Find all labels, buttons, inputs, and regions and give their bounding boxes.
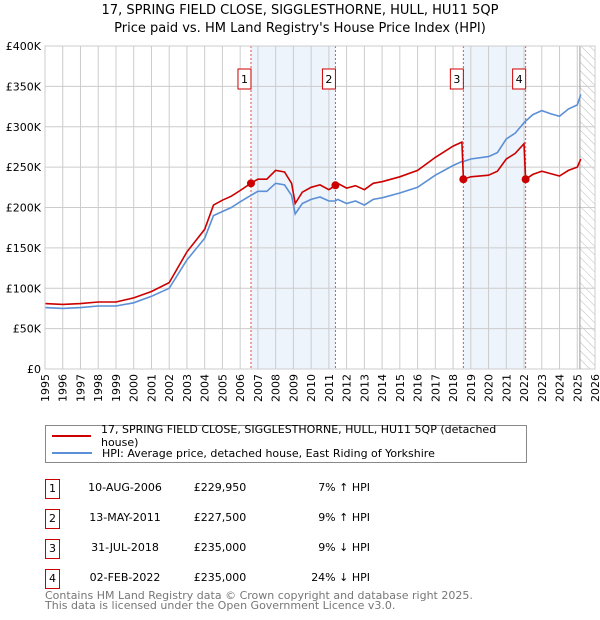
sale-label-box xyxy=(449,68,464,90)
legend-swatch-blue xyxy=(52,452,92,454)
footer-copyright: Contains HM Land Registry data © Crown c… xyxy=(45,589,473,602)
transaction-row: 1 10-AUG-2006 £229,950 7% ↑ HPI xyxy=(0,479,600,501)
sale-point xyxy=(459,175,468,184)
y-tick-label: £400K xyxy=(6,40,42,53)
transaction-hpi-diff: 9% ↑ HPI xyxy=(318,511,370,524)
y-tick-label: £300K xyxy=(6,121,42,134)
chart-subtitle: Price paid vs. HM Land Registry's House … xyxy=(114,21,486,36)
chart-title: 17, SPRING FIELD CLOSE, SIGGLESTHORNE, H… xyxy=(101,3,499,18)
x-tick-label: 2022 xyxy=(518,374,531,402)
transaction-number-badge: 1 xyxy=(45,479,60,499)
y-tick-label: £250K xyxy=(6,161,42,174)
x-tick-label: 2007 xyxy=(252,374,265,402)
legend-label-hpi: HPI: Average price, detached house, East… xyxy=(102,446,435,460)
x-tick-label: 2000 xyxy=(128,374,141,402)
x-tick-label: 2002 xyxy=(163,374,176,402)
x-tick-label: 2023 xyxy=(536,374,549,402)
x-tick-label: 1997 xyxy=(74,374,87,402)
x-tick-label: 2026 xyxy=(589,374,600,402)
x-tick-label: 2016 xyxy=(412,374,425,402)
transaction-price: £235,000 xyxy=(193,571,247,584)
y-tick-label: £50K xyxy=(13,323,42,336)
hpi-line xyxy=(44,94,582,310)
transaction-number-badge: 3 xyxy=(45,539,60,559)
x-tick-label: 1998 xyxy=(92,374,105,402)
x-tick-label: 2009 xyxy=(287,374,300,402)
x-tick-label: 2005 xyxy=(216,374,229,402)
transaction-number-badge: 2 xyxy=(45,509,60,529)
sale-label: 1 xyxy=(241,73,248,86)
sale-label: 3 xyxy=(453,73,460,86)
sale-point xyxy=(521,175,530,184)
x-tick-label: 2006 xyxy=(234,374,247,402)
y-tick-label: £0 xyxy=(27,363,41,376)
transaction-hpi-diff: 9% ↓ HPI xyxy=(318,541,370,554)
x-tick-label: 2017 xyxy=(429,374,442,402)
transaction-hpi-diff: 24% ↓ HPI xyxy=(311,571,370,584)
plot-frame xyxy=(44,45,596,370)
x-tick-label: 2025 xyxy=(571,374,584,402)
transaction-date: 10-AUG-2006 xyxy=(88,481,162,494)
legend-item-property: 17, SPRING FIELD CLOSE, SIGGLESTHORNE, H… xyxy=(46,423,526,449)
x-tick-label: 2011 xyxy=(323,374,336,402)
transaction-date: 02-FEB-2022 xyxy=(89,571,161,584)
sale-label-box xyxy=(321,68,336,90)
y-tick-label: £200K xyxy=(6,202,42,215)
x-tick-label: 2014 xyxy=(376,374,389,402)
sale-label-box xyxy=(512,68,527,90)
transaction-number-badge: 4 xyxy=(45,569,60,589)
x-tick-label: 2008 xyxy=(270,374,283,402)
transaction-date: 31-JUL-2018 xyxy=(91,541,159,554)
x-tick-label: 2013 xyxy=(358,374,371,402)
x-tick-label: 1996 xyxy=(57,374,70,402)
transaction-date: 13-MAY-2011 xyxy=(89,511,161,524)
x-tick-label: 2020 xyxy=(483,374,496,402)
x-tick-label: 2003 xyxy=(181,374,194,402)
transaction-hpi-diff: 7% ↑ HPI xyxy=(318,481,370,494)
x-tick-label: 2010 xyxy=(305,374,318,402)
x-tick-label: 1999 xyxy=(110,374,123,402)
transaction-row: 4 02-FEB-2022 £235,000 24% ↓ HPI xyxy=(0,569,600,591)
x-tick-label: 2021 xyxy=(500,374,513,402)
transaction-price: £229,950 xyxy=(193,481,247,494)
legend: 17, SPRING FIELD CLOSE, SIGGLESTHORNE, H… xyxy=(45,423,527,463)
x-tick-label: 2004 xyxy=(199,374,212,402)
x-tick-label: 2012 xyxy=(341,374,354,402)
sale-label: 4 xyxy=(516,73,523,86)
price-chart: 1995 1996 1997 1998 1999 2000 2001 2002 2003 2004… xyxy=(6,40,600,402)
sale-label: 2 xyxy=(325,73,332,86)
x-tick-label: 2019 xyxy=(465,374,478,402)
legend-item-hpi: HPI: Average price, detached house, East… xyxy=(46,445,435,461)
x-tick-label: 2001 xyxy=(145,374,158,402)
y-tick-label: £100K xyxy=(6,282,42,295)
transaction-row: 3 31-JUL-2018 £235,000 9% ↓ HPI xyxy=(0,539,600,561)
x-tick-label: 2024 xyxy=(554,374,567,402)
x-tick-label: 1995 xyxy=(39,374,52,402)
sale-point xyxy=(331,181,340,190)
y-tick-label: £150K xyxy=(6,242,42,255)
legend-label-property: 17, SPRING FIELD CLOSE, SIGGLESTHORNE, H… xyxy=(100,423,497,449)
x-tick-label: 2018 xyxy=(447,374,460,402)
legend-swatch-red xyxy=(52,435,91,437)
sale-label-box xyxy=(237,68,252,90)
footer-licence: This data is licensed under the Open Gov… xyxy=(45,599,396,612)
transaction-price: £227,500 xyxy=(193,511,247,524)
y-tick-label: £350K xyxy=(6,80,42,93)
x-tick-label: 2015 xyxy=(394,374,407,402)
sale-point xyxy=(246,179,255,188)
transaction-price: £235,000 xyxy=(193,541,247,554)
transaction-row: 2 13-MAY-2011 £227,500 9% ↑ HPI xyxy=(0,509,600,531)
